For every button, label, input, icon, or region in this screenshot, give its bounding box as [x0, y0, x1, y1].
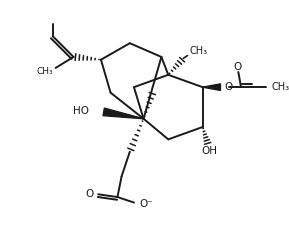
- Text: O⁻: O⁻: [139, 199, 153, 209]
- Text: OH: OH: [201, 146, 218, 156]
- Text: O: O: [234, 62, 242, 72]
- Text: O: O: [224, 82, 232, 92]
- Text: CH₃: CH₃: [189, 46, 208, 56]
- Text: HO: HO: [73, 105, 89, 115]
- Text: CH₃: CH₃: [37, 67, 53, 76]
- Text: O: O: [85, 189, 93, 199]
- Text: CH₃: CH₃: [271, 82, 289, 92]
- Polygon shape: [103, 108, 144, 119]
- Polygon shape: [203, 84, 221, 90]
